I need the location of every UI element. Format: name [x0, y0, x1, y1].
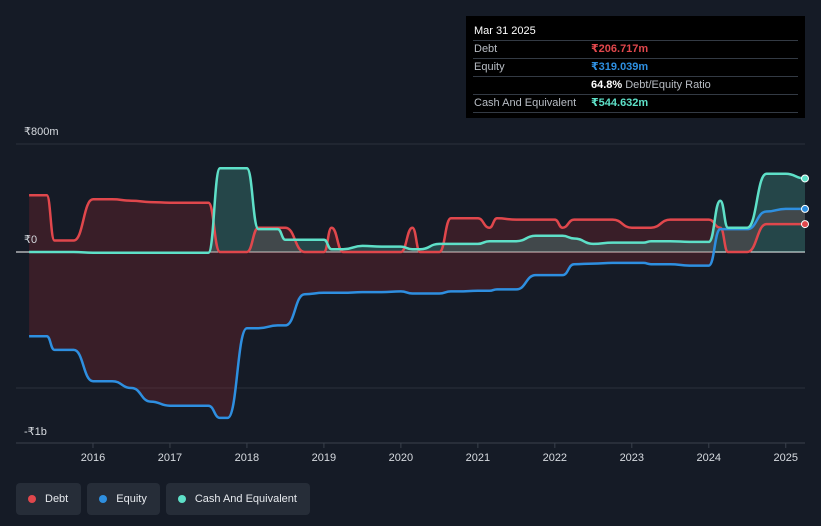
legend-label-equity: Equity [116, 493, 147, 505]
x-tick-label: 2020 [389, 452, 413, 464]
line-debt [29, 194, 805, 254]
legend-dot-equity [99, 495, 108, 503]
tooltip-ratio-label: Debt/Equity Ratio [625, 79, 711, 91]
x-tick-label: 2019 [312, 452, 336, 464]
tooltip-debt-label: Debt [474, 43, 498, 55]
tooltip-row-cash: Cash And Equivalent ₹544.632m [473, 94, 798, 113]
tooltip-equity-label: Equity [474, 61, 505, 73]
area-debt-equity [29, 195, 806, 418]
legend: Debt Equity Cash And Equivalent [16, 483, 310, 515]
x-axis-ticks: 2016 2017 2018 2019 2020 2021 2022 2023 2024 2025 [81, 443, 798, 464]
x-tick-label: 2022 [543, 452, 567, 464]
tooltip-equity-value: ₹319.039m [591, 61, 649, 73]
y-tick-label: ₹0 [24, 234, 37, 246]
y-axis-ticks: ₹800m ₹0 -₹1b [24, 126, 59, 438]
line-equity [29, 207, 805, 420]
y-tick-label: -₹1b [24, 426, 47, 438]
tooltip-row-ratio: 64.8% Debt/Equity Ratio [473, 76, 798, 94]
x-tick-label: 2018 [235, 452, 259, 464]
tooltip-ratio-value: 64.8% [591, 79, 623, 91]
end-dot-cash [801, 174, 809, 183]
tooltip: Mar 31 2025 Debt ₹206.717m Equity ₹319.0… [466, 16, 805, 118]
legend-label-debt: Debt [45, 493, 69, 505]
tooltip-cash-value: ₹544.632m [591, 97, 649, 109]
end-dot-equity [801, 204, 809, 213]
x-tick-label: 2021 [466, 452, 490, 464]
series-areas [29, 168, 806, 418]
legend-item-cash[interactable]: Cash And Equivalent [165, 483, 310, 515]
tooltip-debt-value: ₹206.717m [591, 43, 649, 55]
x-tick-label: 2025 [774, 452, 798, 464]
x-tick-label: 2023 [620, 452, 644, 464]
line-cash [29, 167, 806, 254]
tooltip-date: Mar 31 2025 [474, 25, 536, 37]
tooltip-cash-label: Cash And Equivalent [474, 97, 577, 109]
tooltip-row-debt: Debt ₹206.717m [473, 40, 798, 58]
legend-item-equity[interactable]: Equity [87, 483, 160, 515]
tooltip-row-equity: Equity ₹319.039m [473, 58, 798, 76]
x-tick-label: 2024 [697, 452, 721, 464]
tooltip-ratio-spacer [473, 77, 591, 94]
legend-label-cash: Cash And Equivalent [194, 493, 297, 505]
x-tick-label: 2017 [158, 452, 182, 464]
legend-dot-debt [28, 495, 36, 503]
legend-item-debt[interactable]: Debt [16, 483, 82, 515]
y-tick-label: ₹800m [24, 126, 59, 138]
series-end-dots [801, 174, 809, 229]
legend-dot-cash [177, 495, 186, 503]
x-tick-label: 2016 [81, 452, 105, 464]
series-lines [29, 167, 806, 420]
end-dot-debt [801, 220, 809, 229]
area-cash [29, 168, 806, 253]
